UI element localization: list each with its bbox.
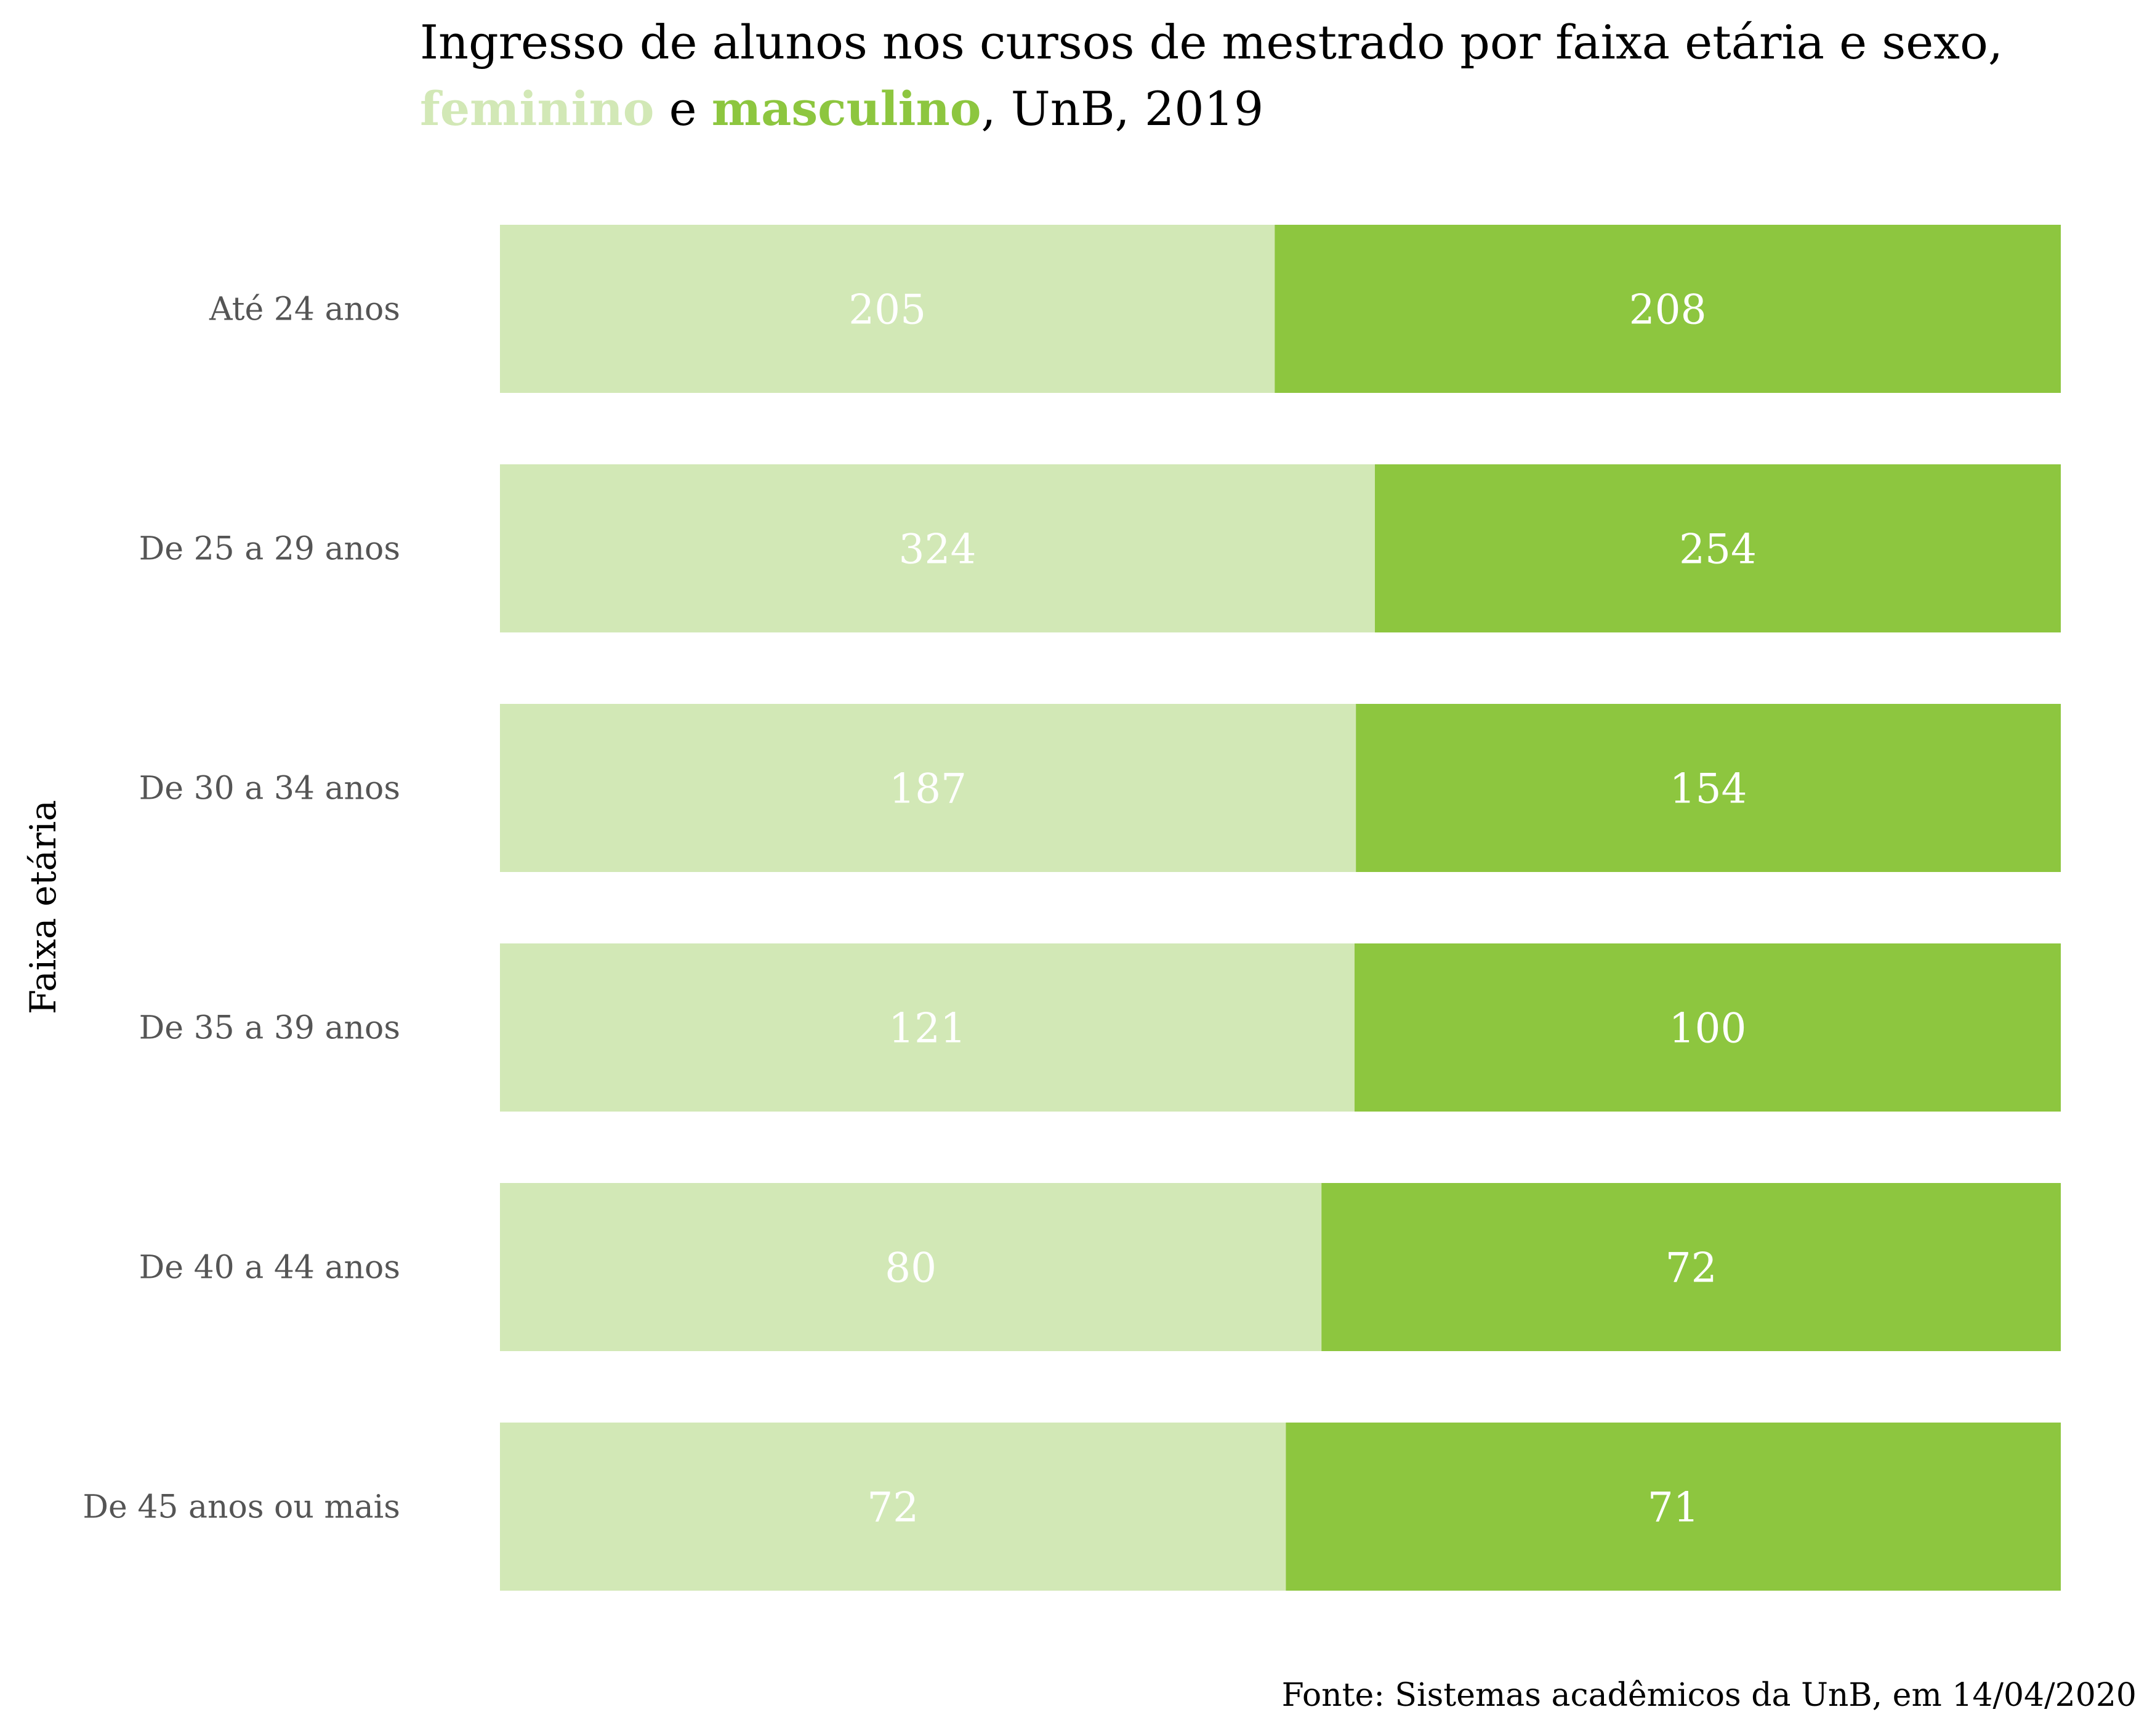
bar-feminino-de-45-anos-ou-mais bbox=[500, 1423, 1286, 1591]
value-label-feminino-de-40-a-44-anos: 80 bbox=[885, 1245, 937, 1292]
bar-feminino-de-30-a-34-anos bbox=[500, 704, 1356, 872]
bar-masculino-de-45-anos-ou-mais bbox=[1286, 1423, 2061, 1591]
chart-title-line2: feminino e masculino, UnB, 2019 bbox=[420, 81, 1263, 136]
y-axis-title: Faixa etária bbox=[22, 800, 64, 1014]
category-label-ate-24-anos: Até 24 anos bbox=[209, 291, 400, 328]
source-note: Fonte: Sistemas acadêmicos da UnB, em 14… bbox=[1282, 1677, 2137, 1714]
value-label-feminino-de-30-a-34-anos: 187 bbox=[889, 765, 967, 813]
category-label-de-35-a-39-anos: De 35 a 39 anos bbox=[139, 1010, 400, 1047]
value-label-feminino-de-35-a-39-anos: 121 bbox=[888, 1005, 966, 1052]
title-masculino: masculino bbox=[712, 81, 981, 136]
title-tail: , UnB, 2019 bbox=[981, 81, 1263, 136]
bar-masculino-de-40-a-44-anos bbox=[1321, 1183, 2061, 1351]
value-label-feminino-de-45-anos-ou-mais: 72 bbox=[867, 1484, 919, 1532]
value-label-masculino-de-35-a-39-anos: 100 bbox=[1669, 1005, 1746, 1052]
bar-masculino-de-35-a-39-anos bbox=[1354, 943, 2061, 1112]
value-label-masculino-ate-24-anos: 208 bbox=[1629, 286, 1707, 334]
bar-masculino-ate-24-anos bbox=[1275, 225, 2061, 393]
category-label-de-25-a-29-anos: De 25 a 29 anos bbox=[139, 531, 400, 568]
bar-feminino-de-35-a-39-anos bbox=[500, 943, 1355, 1112]
bar-feminino-ate-24-anos bbox=[500, 225, 1275, 393]
category-label-de-30-a-34-anos: De 30 a 34 anos bbox=[139, 770, 400, 807]
value-label-masculino-de-45-anos-ou-mais: 71 bbox=[1648, 1484, 1699, 1532]
bar-masculino-de-25-a-29-anos bbox=[1375, 464, 2061, 632]
value-label-feminino-de-25-a-29-anos: 324 bbox=[899, 526, 977, 573]
value-label-feminino-ate-24-anos: 205 bbox=[848, 286, 926, 334]
category-label-de-45-anos-ou-mais: De 45 anos ou mais bbox=[83, 1489, 400, 1526]
title-connector: e bbox=[654, 81, 711, 136]
bar-masculino-de-30-a-34-anos bbox=[1356, 704, 2061, 872]
category-label-de-40-a-44-anos: De 40 a 44 anos bbox=[139, 1250, 400, 1286]
bar-feminino-de-40-a-44-anos bbox=[500, 1183, 1322, 1351]
bars-group: Até 24 anos 205 208 De 25 a 29 anos 324 254 De… bbox=[83, 225, 2061, 1591]
value-label-masculino-de-40-a-44-anos: 72 bbox=[1666, 1245, 1717, 1292]
title-feminino: feminino bbox=[420, 81, 654, 136]
value-label-masculino-de-25-a-29-anos: 254 bbox=[1679, 526, 1757, 573]
bar-feminino-de-25-a-29-anos bbox=[500, 464, 1376, 632]
value-label-masculino-de-30-a-34-anos: 154 bbox=[1670, 765, 1747, 813]
chart-title-line1: Ingresso de alunos nos cursos de mestrad… bbox=[420, 15, 2003, 70]
